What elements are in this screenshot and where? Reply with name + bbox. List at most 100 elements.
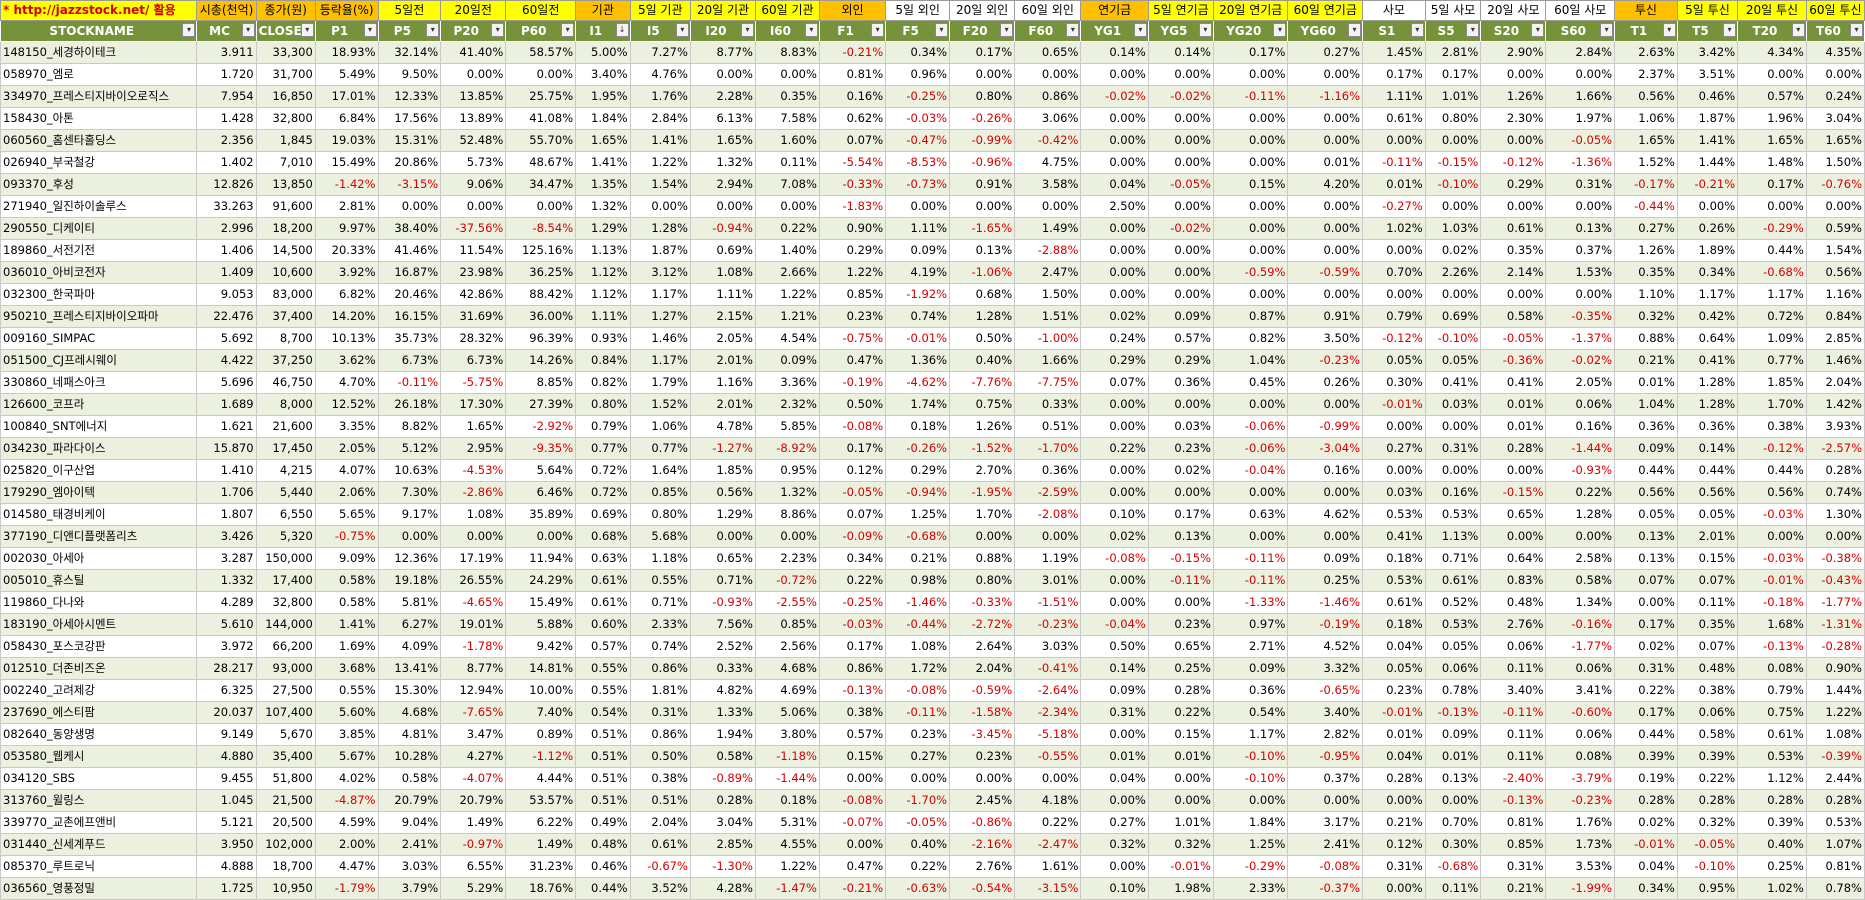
value-cell[interactable]: 1.28%	[1676, 393, 1739, 416]
value-cell[interactable]: 2.05%	[689, 327, 756, 350]
value-cell[interactable]: 0.80%	[629, 503, 691, 526]
value-cell[interactable]: 12.36%	[377, 547, 442, 570]
value-cell[interactable]: 0.35%	[754, 85, 820, 108]
value-cell[interactable]: 0.86%	[818, 657, 887, 680]
value-cell[interactable]: 0.00%	[1147, 151, 1214, 174]
value-cell[interactable]: 2.15%	[689, 305, 756, 328]
value-cell[interactable]: 1.17%	[1737, 283, 1807, 306]
value-cell[interactable]: 31,700	[255, 63, 316, 86]
value-cell[interactable]: 0.00%	[1805, 63, 1865, 86]
value-cell[interactable]: -0.11%	[1147, 569, 1214, 592]
value-cell[interactable]: 0.01%	[1480, 393, 1547, 416]
value-cell[interactable]: 12.94%	[440, 679, 507, 702]
value-cell[interactable]: 0.00%	[818, 767, 887, 790]
value-cell[interactable]: 20.46%	[377, 283, 442, 306]
value-cell[interactable]: 3.52%	[629, 877, 691, 900]
value-cell[interactable]: 0.83%	[1480, 569, 1547, 592]
value-cell[interactable]: 0.80%	[949, 569, 1016, 592]
value-cell[interactable]: 0.13%	[949, 239, 1016, 262]
value-cell[interactable]: 0.07%	[1676, 569, 1739, 592]
value-cell[interactable]: -0.11%	[1212, 85, 1289, 108]
value-cell[interactable]: 2.47%	[1014, 261, 1082, 284]
value-cell[interactable]: 0.00%	[1424, 415, 1482, 438]
value-cell[interactable]: 9.053	[196, 283, 257, 306]
value-cell[interactable]: 1.36%	[885, 349, 951, 372]
value-cell[interactable]: 15.31%	[377, 129, 442, 152]
value-cell[interactable]: 4.19%	[885, 261, 951, 284]
stock-name-cell[interactable]: 093370_후성	[0, 173, 198, 196]
value-cell[interactable]: 0.18%	[1362, 613, 1426, 636]
value-cell[interactable]: 0.00%	[1362, 415, 1426, 438]
value-cell[interactable]: 6.325	[196, 679, 257, 702]
value-cell[interactable]: 0.01%	[1287, 151, 1364, 174]
column-header-stockname[interactable]: STOCKNAME ▾	[0, 20, 198, 42]
filter-dropdown-icon[interactable]: ▾	[182, 23, 196, 37]
value-cell[interactable]: 11.54%	[440, 239, 507, 262]
value-cell[interactable]: -0.02%	[1545, 349, 1616, 372]
value-cell[interactable]: 8.86%	[754, 503, 820, 526]
value-cell[interactable]: 0.44%	[1737, 239, 1807, 262]
value-cell[interactable]: 0.89%	[505, 723, 577, 746]
value-cell[interactable]: 1.50%	[1805, 151, 1865, 174]
value-cell[interactable]: 0.09%	[1614, 437, 1678, 460]
value-cell[interactable]: 1.04%	[1614, 393, 1678, 416]
value-cell[interactable]: 2.37%	[1614, 63, 1678, 86]
value-cell[interactable]: -0.23%	[1287, 349, 1364, 372]
value-cell[interactable]: 1.10%	[1614, 283, 1678, 306]
value-cell[interactable]: 15.30%	[377, 679, 442, 702]
value-cell[interactable]: -0.21%	[818, 877, 887, 900]
value-cell[interactable]: 32,800	[255, 107, 316, 130]
value-cell[interactable]: 0.58%	[689, 745, 756, 768]
value-cell[interactable]: -0.21%	[1676, 173, 1739, 196]
value-cell[interactable]: -7.65%	[440, 701, 507, 724]
value-cell[interactable]: 0.24%	[1080, 327, 1149, 350]
value-cell[interactable]: -0.02%	[1080, 85, 1149, 108]
value-cell[interactable]: -0.25%	[885, 85, 951, 108]
value-cell[interactable]: -0.10%	[1424, 327, 1482, 350]
value-cell[interactable]: 0.17%	[1737, 173, 1807, 196]
filter-dropdown-icon[interactable]: ▾	[1850, 23, 1863, 37]
value-cell[interactable]: 3.911	[196, 41, 257, 64]
value-cell[interactable]: -0.05%	[1480, 327, 1547, 350]
value-cell[interactable]: -1.79%	[314, 877, 379, 900]
value-cell[interactable]: 0.06%	[1545, 393, 1616, 416]
value-cell[interactable]: -0.13%	[1737, 635, 1807, 658]
value-cell[interactable]: 0.00%	[1287, 63, 1364, 86]
value-cell[interactable]: 0.56%	[1614, 85, 1678, 108]
column-header-p20[interactable]: P20 ▾	[440, 20, 507, 42]
value-cell[interactable]: 0.58%	[314, 591, 379, 614]
value-cell[interactable]: 1.30%	[1805, 503, 1865, 526]
value-cell[interactable]: 0.38%	[818, 701, 887, 724]
value-cell[interactable]: 0.80%	[1424, 107, 1482, 130]
value-cell[interactable]: 0.00%	[1737, 63, 1807, 86]
value-cell[interactable]: -0.96%	[949, 151, 1016, 174]
value-cell[interactable]: 4.28%	[689, 877, 756, 900]
value-cell[interactable]: 1.29%	[575, 217, 631, 240]
value-cell[interactable]: -0.15%	[1424, 151, 1482, 174]
value-cell[interactable]: -0.19%	[818, 371, 887, 394]
value-cell[interactable]: 0.00%	[1080, 789, 1149, 812]
value-cell[interactable]: -1.44%	[1545, 437, 1616, 460]
value-cell[interactable]: 0.31%	[1614, 657, 1678, 680]
value-cell[interactable]: 13,850	[255, 173, 316, 196]
value-cell[interactable]: -1.70%	[885, 789, 951, 812]
value-cell[interactable]: -0.86%	[949, 811, 1016, 834]
value-cell[interactable]: 0.58%	[1480, 305, 1547, 328]
value-cell[interactable]: -0.10%	[1212, 767, 1289, 790]
value-cell[interactable]: 2.71%	[1212, 635, 1289, 658]
value-cell[interactable]: 0.91%	[949, 173, 1016, 196]
filter-dropdown-icon[interactable]: ▾	[561, 23, 575, 37]
value-cell[interactable]: 0.01%	[1080, 745, 1149, 768]
value-cell[interactable]: 0.03%	[1362, 481, 1426, 504]
column-header-f60[interactable]: F60 ▾	[1014, 20, 1082, 42]
value-cell[interactable]: 0.00%	[1014, 767, 1082, 790]
value-cell[interactable]: -0.68%	[885, 525, 951, 548]
value-cell[interactable]: 0.00%	[1287, 393, 1364, 416]
value-cell[interactable]: 0.79%	[1737, 679, 1807, 702]
value-cell[interactable]: -2.40%	[1480, 767, 1547, 790]
value-cell[interactable]: 0.00%	[1080, 107, 1149, 130]
value-cell[interactable]: 2.05%	[1545, 371, 1616, 394]
column-header-yg1[interactable]: YG1 ▾	[1080, 20, 1149, 42]
value-cell[interactable]: 20.79%	[440, 789, 507, 812]
value-cell[interactable]: 55.70%	[505, 129, 577, 152]
